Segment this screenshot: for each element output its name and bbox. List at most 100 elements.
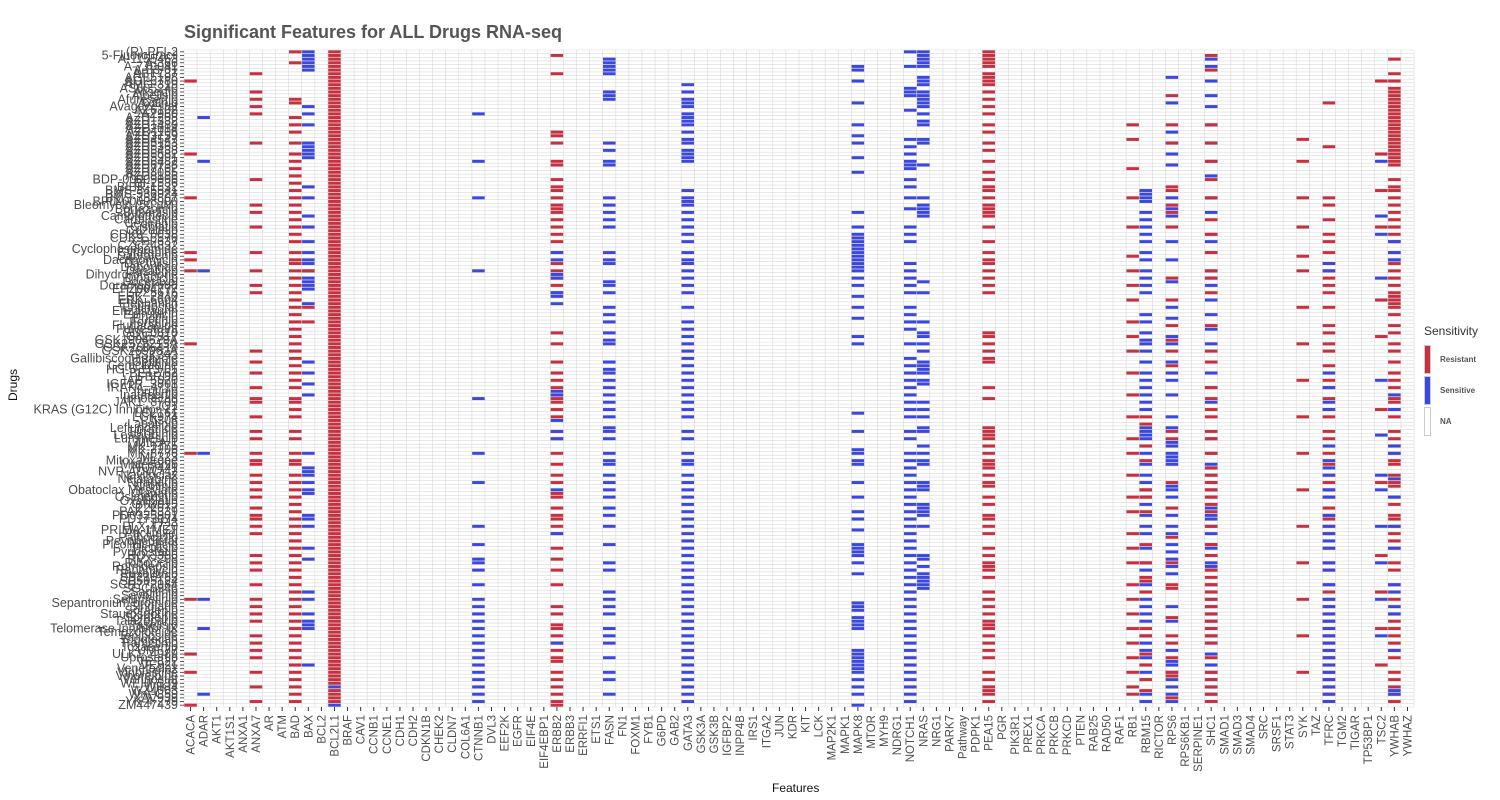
heatmap-cell-mapk8-sensitive <box>851 236 865 240</box>
heatmap-cell-erbb2-resistant <box>550 360 564 364</box>
heatmap-cell-bcl2l1-resistant <box>328 148 341 152</box>
heatmap-cell-bad-resistant <box>288 305 302 309</box>
heatmap-cell-erbb2-resistant <box>550 692 564 696</box>
heatmap-cell-bax-sensitive <box>302 123 315 127</box>
heatmap-cell-bcl2l1-resistant <box>328 433 341 437</box>
heatmap-cell-pea15-resistant <box>982 597 995 601</box>
heatmap-cell-rbm15-sensitive <box>1139 283 1152 287</box>
heatmap-cell-erbb2-resistant <box>550 218 564 222</box>
heatmap-cell-tfrc-sensitive <box>1322 597 1336 601</box>
heatmap-cell-tfrc-sensitive <box>1322 371 1336 375</box>
heatmap-cell-gata3-sensitive <box>681 200 695 203</box>
heatmap-cell-bcl2l1-resistant <box>328 130 341 134</box>
heatmap-cell-bax-sensitive <box>302 262 315 265</box>
heatmap-cell-pea15-resistant <box>982 203 995 207</box>
heatmap-cell-anxa7-resistant <box>249 517 263 521</box>
y-tick-label: P22077 <box>135 501 178 515</box>
heatmap-cell-gata3-sensitive <box>681 371 695 375</box>
legend-swatch-sensitive <box>1424 376 1431 405</box>
chart-title: Significant Features for ALL Drugs RNA-s… <box>184 22 563 42</box>
heatmap-cell-rb1-resistant <box>1126 670 1139 674</box>
heatmap-cell-bax-sensitive <box>302 68 315 72</box>
y-tick-label: A-770041 <box>124 59 178 73</box>
heatmap-cell-erbb2-resistant <box>550 415 564 419</box>
heatmap-cell-shc1-sensitive <box>1204 298 1218 302</box>
heatmap-cell-rps6-sensitive <box>1165 426 1179 430</box>
heatmap-cell-tsc2-resistant <box>1375 481 1388 484</box>
heatmap-cell-mapk8-sensitive <box>851 254 865 258</box>
heatmap-cell-bax-sensitive <box>302 152 315 156</box>
heatmap-cell-pea15-resistant <box>982 283 995 287</box>
y-tick-label: AGI-5198 <box>124 70 178 84</box>
heatmap-cell-bad-resistant <box>288 663 302 667</box>
heatmap-cell-bad-resistant <box>288 459 302 463</box>
heatmap-cell-erbb2-resistant <box>550 386 564 390</box>
heatmap-cell-mapk8-sensitive <box>851 269 865 273</box>
heatmap-cell-tfrc-sensitive <box>1322 473 1336 477</box>
y-tick-label: GDC0810 <box>122 326 178 340</box>
heatmap-cell-rps6-resistant <box>1165 437 1179 441</box>
heatmap-cell-bad-resistant <box>288 371 302 375</box>
heatmap-cell-gata3-sensitive <box>681 320 695 324</box>
x-tick-label-serpine1: SERPINE1 <box>1193 715 1205 772</box>
heatmap-cell-pea15-resistant <box>982 561 995 565</box>
heatmap-cell-tsc2-resistant <box>1375 189 1388 192</box>
heatmap-cell-anxa7-resistant <box>249 648 263 652</box>
heatmap-cell-mapk8-sensitive <box>851 703 865 707</box>
heatmap-cell-bcl2l1-resistant <box>328 152 341 156</box>
heatmap-cell-fasn-sensitive <box>603 400 616 404</box>
heatmap-cell-bad-resistant <box>288 502 302 506</box>
heatmap-cell-notch1-sensitive <box>903 685 917 689</box>
heatmap-cell-ywhab-resistant <box>1388 218 1401 222</box>
heatmap-cell-tfrc-sensitive <box>1322 495 1336 499</box>
heatmap-cell-rps6-sensitive <box>1165 700 1179 703</box>
heatmap-cell-rps6-resistant <box>1165 338 1179 342</box>
heatmap-cell-tfrc-sensitive <box>1322 466 1336 470</box>
y-tick-label: PFI3 <box>152 516 178 530</box>
heatmap-cell-ywhab-resistant <box>1388 283 1401 287</box>
heatmap-cell-shc1-resistant <box>1204 54 1218 57</box>
heatmap-cell-rbm15-sensitive <box>1139 338 1152 342</box>
y-tick-label: AZD5991 <box>125 151 178 165</box>
heatmap-cell-nras-sensitive <box>917 513 930 517</box>
heatmap-cell-fasn-sensitive <box>603 342 616 346</box>
heatmap-cell-erbb2-resistant <box>550 568 564 572</box>
heatmap-cell-notch1-sensitive <box>903 86 917 90</box>
heatmap-cell-erbb2-sensitive <box>550 419 564 422</box>
heatmap-cell-gata3-sensitive <box>681 305 695 309</box>
heatmap-cell-erbb2-resistant <box>550 481 564 484</box>
y-tick-label: Camptothecin <box>101 209 178 223</box>
y-tick-label: Dihydrorotenone <box>86 267 178 281</box>
heatmap-cell-nras-sensitive <box>917 426 930 430</box>
heatmap-cell-bcl2l1-resistant <box>328 57 341 61</box>
x-tick-label-col6a1: COL6A1 <box>460 715 472 759</box>
y-tick-label: Cediranib <box>124 216 178 230</box>
heatmap-cell-bax-sensitive <box>302 287 315 291</box>
heatmap-cell-bcl2l1-resistant <box>328 484 341 488</box>
y-tick-label: Picolinici-acid <box>102 538 178 552</box>
heatmap-cell-pea15-resistant <box>982 565 995 568</box>
heatmap-cell-ywhab-resistant <box>1388 619 1401 623</box>
heatmap-cell-bax-sensitive <box>302 546 315 550</box>
heatmap-cell-rb1-resistant <box>1126 283 1139 287</box>
heatmap-cell-bcl2l1-resistant <box>328 375 341 379</box>
y-tick-label: AZD6738 <box>125 158 178 172</box>
heatmap-cell-tfrc-resistant <box>1322 240 1336 244</box>
x-tick-label-rps6: RPS6 <box>1167 715 1179 745</box>
y-tick-label: AZD5153 <box>125 136 178 150</box>
x-tick-label-tgm2: TGM2 <box>1337 715 1349 747</box>
y-tick-label: Dinaciclib <box>125 271 179 285</box>
heatmap-cell-pea15-resistant <box>982 189 995 192</box>
heatmap-cell-bcl2l1-resistant <box>328 349 341 353</box>
y-tick-label: VE821 <box>140 658 178 672</box>
heatmap-cell-bad-resistant <box>288 291 302 295</box>
heatmap-cell-notch1-sensitive <box>903 539 917 543</box>
heatmap-cell-pea15-resistant <box>982 619 995 623</box>
heatmap-cell-tfrc-sensitive <box>1322 663 1336 667</box>
heatmap-cell-erbb2-resistant <box>550 210 564 214</box>
y-tick-label: BIBR-1532 <box>117 180 178 194</box>
heatmap-cell-rb1-resistant <box>1126 510 1139 514</box>
heatmap-cell-tfrc-sensitive <box>1322 641 1336 645</box>
heatmap-cell-nras-sensitive <box>917 83 930 87</box>
heatmap-cell-erbb2-resistant <box>550 451 564 455</box>
